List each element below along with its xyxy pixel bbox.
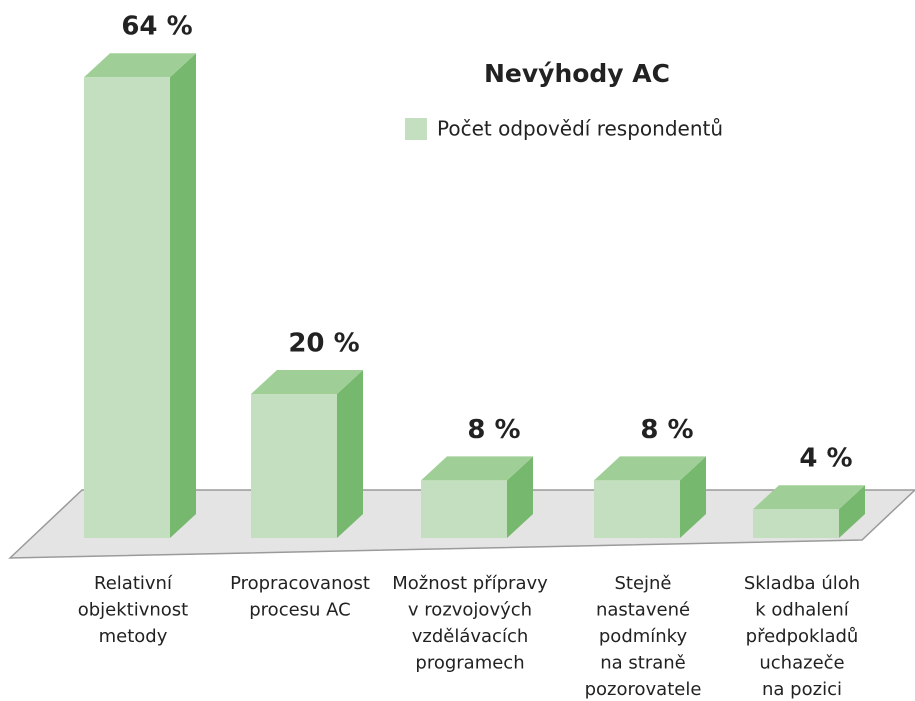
bar-side: [680, 456, 706, 538]
legend-label: Počet odpovědí respondentů: [437, 117, 723, 141]
bar-side: [337, 370, 363, 538]
x-tick-label: Skladba úloh: [744, 573, 860, 594]
value-label: 20 %: [288, 329, 359, 359]
x-tick-label: metody: [99, 626, 168, 647]
value-label: 8 %: [640, 415, 693, 445]
x-tick-label: podmínky: [599, 626, 688, 647]
x-tick-label: v rozvojových: [408, 600, 532, 621]
x-tick-label: uchazeče: [759, 653, 844, 674]
bar-top: [251, 370, 363, 394]
x-tick-label: předpokladů: [746, 626, 859, 647]
value-label: 4 %: [799, 444, 852, 474]
bar-side: [839, 485, 865, 538]
x-tick-label: na straně: [600, 653, 686, 674]
value-label: 8 %: [467, 415, 520, 445]
x-tick-label: Stejně: [614, 573, 671, 594]
bar-top: [753, 485, 865, 510]
x-tick-label: k odhalení: [755, 600, 850, 621]
x-tick-label: Možnost přípravy: [392, 573, 548, 594]
bar: [251, 394, 337, 538]
x-tick-label: programech: [415, 653, 524, 674]
x-tick-label: nastavené: [596, 600, 690, 621]
legend-swatch: [405, 118, 427, 140]
x-tick-label: objektivnost: [78, 600, 189, 621]
bar: [84, 77, 170, 538]
chart-title: Nevýhody AC: [484, 59, 670, 88]
value-label: 64 %: [121, 12, 192, 42]
x-tick-label: na pozici: [762, 679, 842, 700]
x-tick-label: procesu AC: [249, 600, 351, 621]
bar-top: [421, 456, 533, 481]
bar-side: [170, 53, 196, 538]
bar: [421, 480, 507, 538]
x-tick-label: pozorovatele: [585, 679, 702, 700]
x-tick-label: vzdělávacích: [412, 626, 529, 647]
bar-top: [594, 456, 706, 481]
bar: [753, 509, 839, 538]
bar: [594, 480, 680, 538]
x-tick-label: Relativní: [94, 573, 173, 594]
bar-side: [507, 456, 533, 538]
x-tick-label: Propracovanost: [230, 573, 370, 594]
bar-top: [84, 53, 196, 78]
